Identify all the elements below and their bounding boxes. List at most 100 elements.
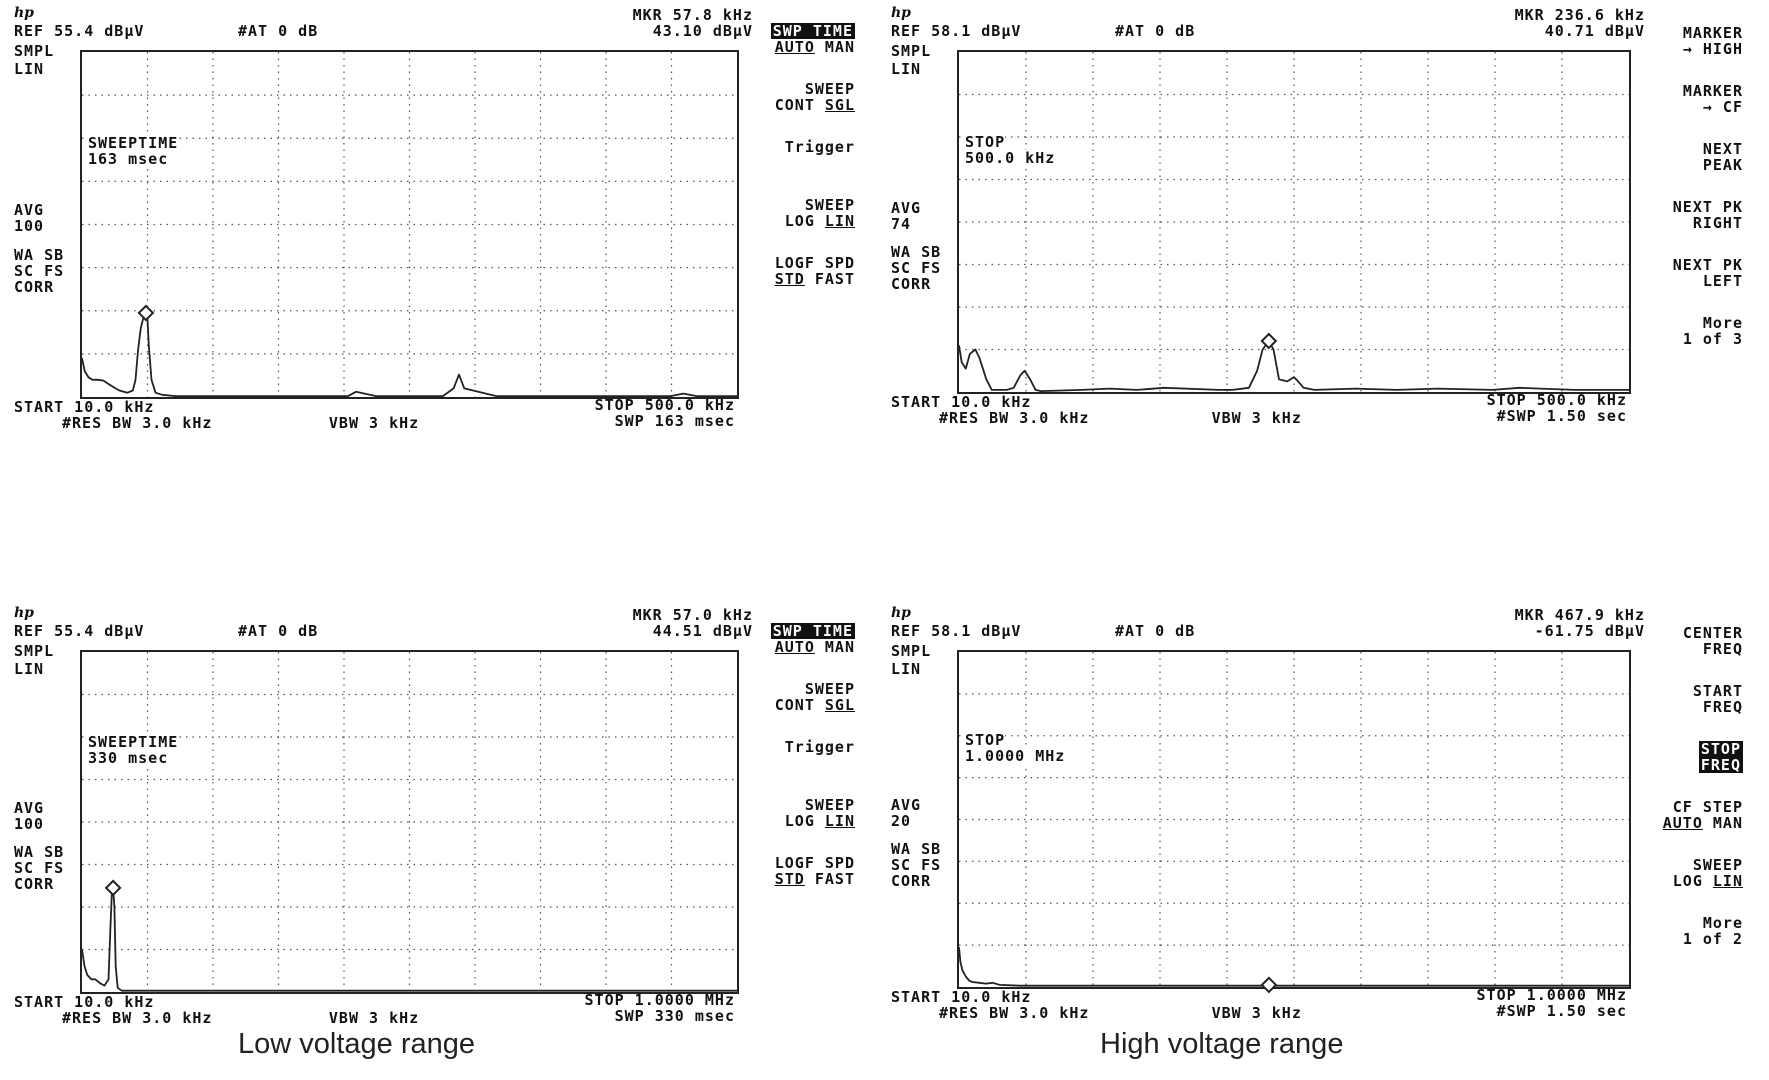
softkey-label: SWEEP [804,80,855,98]
ref-level: REF 58.1 dBµV [891,22,1022,40]
softkey-label: STD FAST [775,871,855,887]
softkey-2[interactable]: NEXT PEAK [1703,141,1743,173]
marker-diamond [137,304,155,322]
attenuation: #AT 0 dB [1115,622,1196,640]
softkey-1[interactable]: MARKER → CF [1683,83,1743,115]
video-bandwidth: VBW 3 kHz [328,414,420,432]
hp-logo-icon: hp [14,605,34,621]
marker-frequency: MKR 57.8 kHz [632,6,753,24]
softkey-1[interactable]: SWEEP CONT SGL [775,81,855,113]
video-bandwidth: VBW 3 kHz [1211,409,1302,427]
softkey-label: LOG LIN [1673,873,1743,889]
start-frequency: START 10.0 kHz [14,398,155,416]
softkey-label: 1 of 3 [1682,330,1743,348]
softkey-4[interactable]: LOGF SPD STD FAST [775,255,855,287]
spectrum-plot [81,652,737,992]
softkey-text: MAN [814,38,855,56]
softkey-label: MARKER [1682,24,1743,42]
marker-frequency: MKR 467.9 kHz [1514,606,1645,624]
start-frequency: START 10.0 kHz [891,393,1032,411]
stop-frequency: STOP 500.0 kHz [594,396,735,414]
avg-label-1: 100 [14,814,45,833]
softkey-0[interactable]: SWP TIME AUTO MAN [770,623,855,655]
softkey-label: FREQ [1702,640,1743,658]
softkey-label: CONT SGL [775,97,855,113]
spectrum-plot [958,52,1629,393]
softkey-label: LOGF SPD [774,854,855,872]
corr-label-1: SC FS [891,258,942,277]
softkey-0[interactable]: CENTER FREQ [1683,625,1743,657]
video-bandwidth: VBW 3 kHz [328,1009,420,1027]
softkey-selected-option: AUTO [1662,814,1703,832]
softkey-label: LOG LIN [785,213,855,229]
grid-annotation-0: SWEEPTIME [88,732,179,751]
softkey-label: AUTO MAN [771,639,855,655]
left-label-1: LIN [14,60,45,78]
softkey-3[interactable]: CF STEP AUTO MAN [1663,799,1743,831]
sweep-time: SWP 330 msec [614,1007,735,1025]
softkey-3[interactable]: NEXT PK RIGHT [1673,199,1743,231]
softkey-label: RIGHT [1692,214,1743,232]
softkey-1[interactable]: START FREQ [1693,683,1743,715]
avg-label-0: AVG [891,796,922,815]
graticule: SWEEPTIME 163 msec [80,50,739,399]
avg-label-1: 20 [891,812,912,831]
softkey-selected-option: LIN [1712,872,1743,890]
softkey-text: FAST [804,270,855,288]
ref-level: REF 55.4 dBµV [14,22,145,40]
left-label-0: SMPL [14,642,55,660]
softkey-label: LEFT [1702,272,1743,290]
resolution-bandwidth: #RES BW 3.0 kHz [939,409,1090,427]
softkey-selected-option: SGL [824,696,855,714]
left-label-1: LIN [891,660,922,678]
softkey-label: MARKER [1682,82,1743,100]
softkey-2[interactable]: Trigger [785,739,855,755]
corr-label-1: SC FS [14,858,65,877]
ref-level: REF 55.4 dBµV [14,622,145,640]
softkey-1[interactable]: SWEEP CONT SGL [775,681,855,713]
softkey-0[interactable]: SWP TIME AUTO MAN [770,23,855,56]
left-label-0: SMPL [891,642,932,660]
softkey-3[interactable]: SWEEP LOG LIN [785,197,855,229]
softkey-label: SWEEP [1692,856,1743,874]
avg-label-1: 74 [891,214,912,233]
marker-diamond [104,879,122,897]
softkey-2[interactable]: Trigger [785,139,855,155]
spectrum-trace-0 [958,947,1629,987]
grid-annotation-0: STOP [965,132,1006,151]
softkey-label: STOP [1698,740,1743,758]
softkey-selected-option: SGL [824,96,855,114]
softkey-label: CONT SGL [775,697,855,713]
resolution-bandwidth: #RES BW 3.0 kHz [939,1004,1090,1022]
spectrum-trace-0 [958,340,1629,393]
ref-level: REF 58.1 dBµV [891,622,1022,640]
resolution-bandwidth: #RES BW 3.0 kHz [62,1009,213,1027]
corr-label-2: CORR [14,277,55,296]
softkey-5[interactable]: More 1 of 2 [1683,915,1743,947]
sweep-time: #SWP 1.50 sec [1496,407,1627,425]
softkey-5[interactable]: More 1 of 3 [1683,315,1743,347]
marker-diamond [1260,332,1278,350]
softkey-0[interactable]: MARKER → HIGH [1683,25,1743,57]
corr-label-2: CORR [891,274,932,293]
grid-annotation-1: 330 msec [88,748,169,767]
softkey-label: SWEEP [804,196,855,214]
hp-logo-icon: hp [891,5,911,21]
softkey-4[interactable]: NEXT PK LEFT [1673,257,1743,289]
softkey-4[interactable]: LOGF SPD STD FAST [775,855,855,887]
softkey-2[interactable]: STOP FREQ [1698,740,1743,773]
softkey-label: NEXT PK [1672,198,1743,216]
softkey-label: Trigger [784,738,855,756]
softkey-label: START [1692,682,1743,700]
softkey-text: CONT [774,696,825,714]
softkey-label: PEAK [1702,156,1743,174]
softkey-text: MAN [814,638,855,656]
softkey-4[interactable]: SWEEP LOG LIN [1673,857,1743,889]
softkey-label: FREQ [1702,698,1743,716]
marker-diamond [1260,976,1278,994]
softkey-3[interactable]: SWEEP LOG LIN [785,797,855,829]
marker-level: -61.75 dBµV [1534,622,1645,640]
graticule: SWEEPTIME 330 msec [80,650,739,994]
corr-label-0: WA SB [14,842,65,861]
softkey-label: CENTER [1682,624,1743,642]
